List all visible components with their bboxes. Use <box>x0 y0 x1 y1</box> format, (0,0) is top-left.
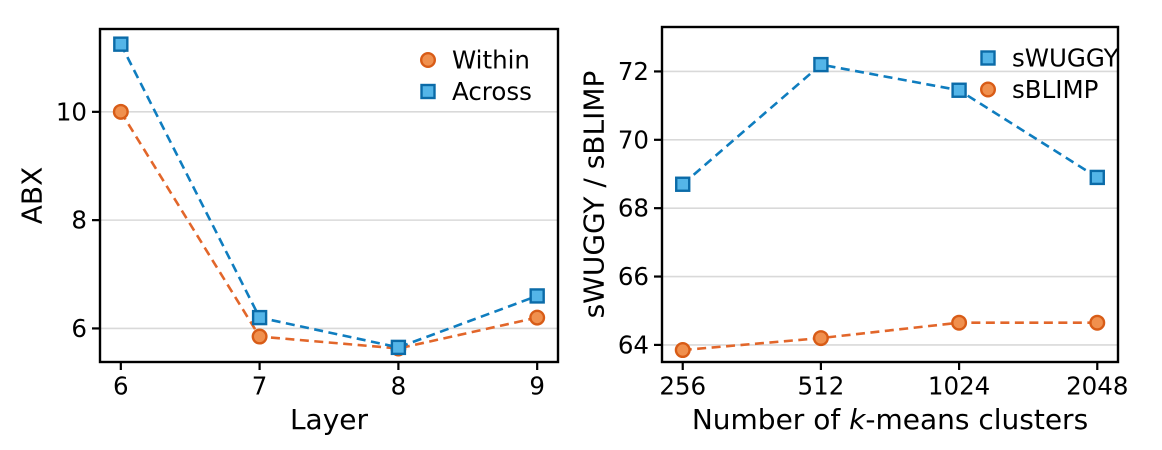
y-tick-label: 72 <box>618 57 649 86</box>
x-tick-label: 256 <box>659 371 706 400</box>
data-point-across-8-square-marker <box>390 339 407 356</box>
data-point-swuggy-512-square-marker <box>813 56 829 73</box>
y-tick-label: 64 <box>618 330 649 359</box>
y-tick-label: 66 <box>618 262 649 291</box>
legend-marker-sblimp-circle-marker <box>980 81 997 98</box>
axes-spines <box>98 27 560 364</box>
y-axis-label: sWUGGY / sBLIMP <box>578 71 611 319</box>
data-point-across-9-square-marker <box>529 288 545 304</box>
data-point-swuggy-1024-square-marker <box>951 82 967 98</box>
series-line-within <box>119 111 538 350</box>
y-tick-label: 8 <box>71 206 87 235</box>
data-point-sblimp-512-circle-marker <box>812 330 829 347</box>
x-axis-label: Number of k-means clusters <box>692 403 1088 436</box>
series-line-swuggy <box>681 63 1098 186</box>
y-tick-label: 70 <box>618 125 649 154</box>
legend-marker-swuggy-square-marker <box>980 50 996 66</box>
x-axis-label: Layer <box>290 403 369 436</box>
x-tick-label: 6 <box>113 371 129 400</box>
x-tick-label: 8 <box>391 371 407 400</box>
data-point-within-9-circle-marker <box>529 309 546 326</box>
y-tick-label: 68 <box>618 194 649 223</box>
data-point-sblimp-2048-circle-marker <box>1089 314 1106 331</box>
x-tick-label: 1024 <box>928 371 990 400</box>
data-point-across-6-square-marker <box>113 36 129 52</box>
x-tick-label: 9 <box>529 371 545 400</box>
data-point-sblimp-256-circle-marker <box>674 342 691 359</box>
data-point-sblimp-1024-circle-marker <box>951 314 968 331</box>
legend-marker-within-circle-marker <box>420 52 437 69</box>
series-line-across <box>119 43 538 349</box>
y-axis-label: ABX <box>16 167 49 225</box>
legend-label-within: Within <box>452 46 530 75</box>
series-line-sblimp <box>682 321 1098 352</box>
data-point-within-6-circle-marker <box>112 103 129 120</box>
x-tick-label: 512 <box>798 371 845 400</box>
x-tick-label: 2048 <box>1066 371 1128 400</box>
legend-label-sblimp: sBLIMP <box>1012 75 1098 104</box>
data-point-within-7-circle-marker <box>251 328 268 345</box>
legend-marker-across-square-marker <box>420 83 436 100</box>
y-tick-label: 6 <box>71 314 87 343</box>
x-tick-label: 7 <box>252 371 268 400</box>
data-point-across-7-square-marker <box>251 309 268 326</box>
data-point-swuggy-256-square-marker <box>675 176 691 192</box>
legend-label-across: Across <box>452 77 532 106</box>
legend-label-swuggy: sWUGGY <box>1012 44 1120 73</box>
data-point-swuggy-2048-square-marker <box>1089 169 1105 186</box>
swuggy-sblimp-vs-clusters-chart: 64 66 68 70 72 256 512 1024 2048 Number of k-mean… <box>578 25 1128 436</box>
y-tick-label: 10 <box>56 97 87 126</box>
axes-spines <box>660 25 1120 364</box>
